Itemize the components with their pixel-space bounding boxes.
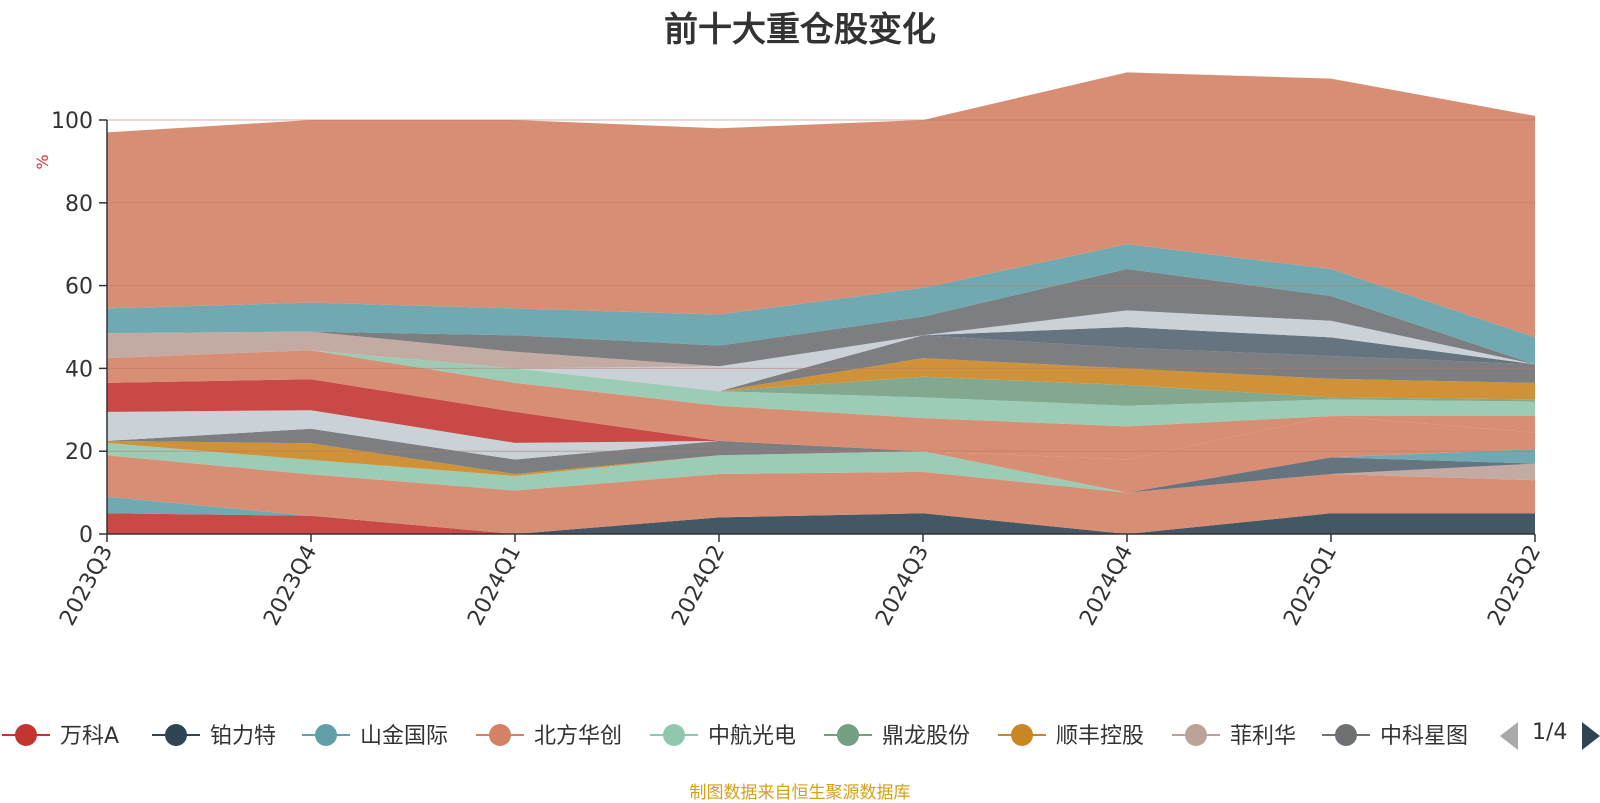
chart-title: 前十大重仓股变化 [664,10,936,50]
area-series-31[interactable] [107,72,1535,338]
area-series-22[interactable] [107,350,1535,427]
legend-prev-icon[interactable] [1500,722,1518,750]
legend-marker-icon [824,724,872,746]
y-tick-label-4: 80 [65,192,93,217]
area-series-29[interactable] [107,269,1535,367]
legend-pager: 1/4 [1500,720,1600,750]
area-series-8[interactable] [107,428,1535,493]
chart-plot: 0 20 40 60 80 100 2023Q3 2023Q4 2024Q1 2024Q2 2024… [33,72,1546,630]
area-series-20[interactable] [107,379,1535,460]
legend-label: 中科星图 [1380,724,1469,749]
legend-label: 鼎龙股份 [882,724,971,749]
area-series-12[interactable] [107,416,1535,493]
legend-next-icon[interactable] [1582,722,1600,750]
area-series-1[interactable] [107,513,1535,534]
legend-page-indicator: 1/4 [1532,720,1568,745]
area-series-21[interactable] [107,350,1535,460]
x-tick-label-0: 2023Q3 [55,541,118,630]
legend: 万科A 铂力特 山金国际 北方华创 中航光电 鼎龙股份 顺丰控股 菲利华 中科星图 1/4 [0,704,1600,764]
legend-marker-icon [650,724,698,746]
legend-label: 万科A [60,724,120,749]
area-series-24[interactable] [107,350,1535,400]
y-tick-label-1: 20 [65,440,93,465]
x-tick-label-6: 2025Q1 [1279,541,1342,630]
legend-marker-icon [1172,724,1220,746]
y-axis-label: % [33,154,52,169]
area-series-28[interactable] [107,310,1535,369]
y-tick-label-2: 40 [65,357,93,382]
area-series-4[interactable] [107,442,1535,493]
y-tick-label-0: 0 [79,523,93,548]
legend-label: 铂力特 [210,724,277,749]
y-tick-label-5: 100 [51,109,93,134]
area-series-23[interactable] [107,350,1535,406]
legend-marker-icon [998,724,1046,746]
x-tick-label-1: 2023Q4 [259,541,322,630]
legend-label: 顺丰控股 [1056,724,1145,749]
area-series-3[interactable] [107,455,1535,534]
x-tick-label-4: 2024Q3 [871,541,934,630]
legend-items: 万科A 铂力特 山金国际 北方华创 中航光电 鼎龙股份 顺丰控股 菲利华 中科星图 [0,704,1488,764]
x-tick-label-7: 2025Q2 [1483,541,1546,630]
area-series-6[interactable] [107,440,1535,493]
area-series-0[interactable] [107,513,1535,534]
x-tick-label-5: 2024Q4 [1075,541,1138,630]
area-series-30[interactable] [107,244,1535,365]
legend-label: 菲利华 [1230,724,1297,749]
legend-marker-icon [152,724,200,746]
legend-label: 山金国际 [360,724,449,749]
area-series-26[interactable] [107,327,1535,392]
legend-label: 中航光电 [708,724,797,749]
legend-marker-icon [302,724,350,746]
legend-marker-icon [476,724,524,746]
legend-marker-icon [2,724,50,746]
y-tick-label-3: 60 [65,275,93,300]
area-series-group [107,72,1535,534]
legend-marker-icon [1322,724,1370,746]
grid-lines [107,119,1535,452]
source-note: 制图数据来自恒生聚源数据库 [689,783,911,803]
x-tick-label-2: 2024Q1 [463,541,526,630]
x-tick-label-3: 2024Q2 [667,541,730,630]
legend-label: 北方华创 [534,724,623,749]
area-series-19[interactable] [107,410,1535,460]
